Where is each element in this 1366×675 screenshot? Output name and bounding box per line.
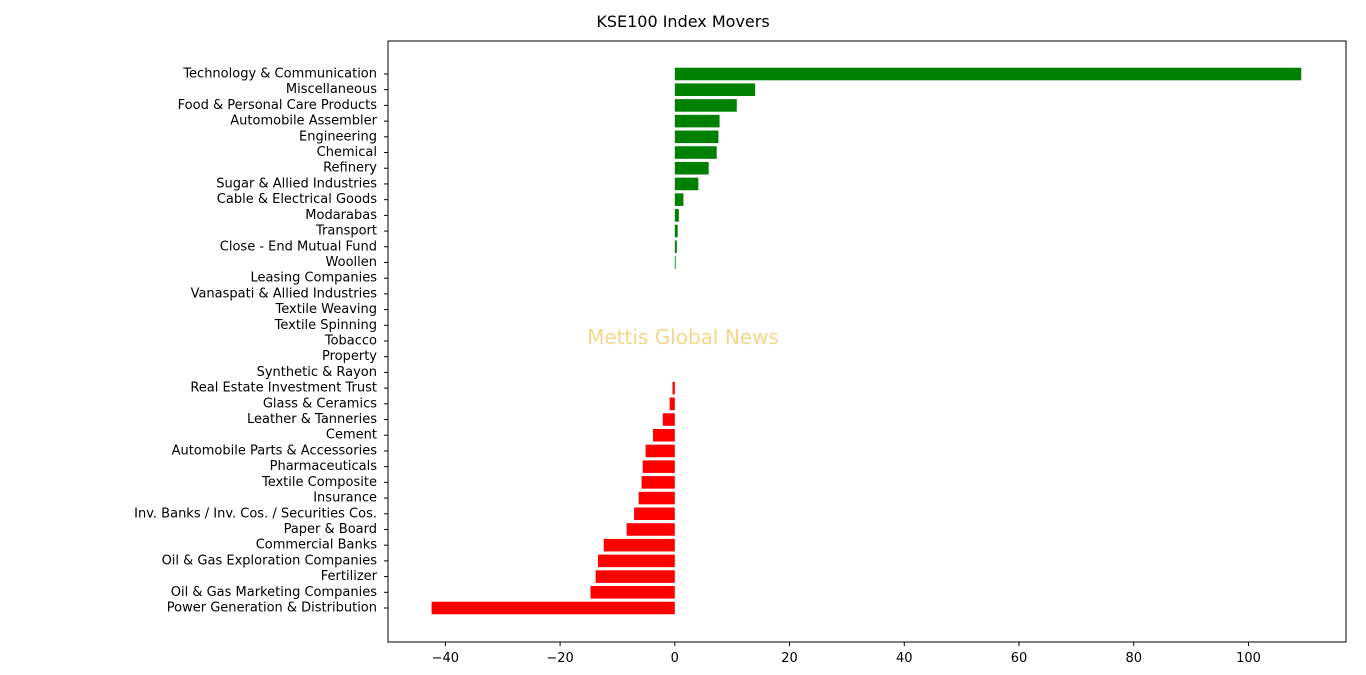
category-label: Textile Composite [261, 475, 377, 490]
category-label: Modarabas [305, 208, 377, 223]
category-label: Synthetic & Rayon [257, 365, 377, 380]
bar [674, 146, 717, 159]
x-axis-ticks: −40 −20 0 20 40 60 80 100 [432, 642, 1261, 666]
bar [603, 538, 675, 552]
category-label: Real Estate Investment Trust [190, 381, 377, 396]
category-label: Chemical [317, 145, 377, 160]
category-label: Property [322, 349, 377, 364]
bar [674, 99, 737, 112]
category-label: Glass & Ceramics [263, 396, 377, 411]
x-tick-label: 60 [1011, 651, 1028, 666]
category-label: Refinery [323, 161, 377, 176]
category-label: Oil & Gas Exploration Companies [162, 553, 378, 568]
category-label: Leasing Companies [250, 271, 377, 286]
plot-frame [387, 40, 1347, 643]
bar [669, 397, 675, 411]
bar [674, 209, 679, 222]
watermark-text: Mettis Global News [587, 325, 779, 349]
category-label: Food & Personal Care Products [178, 98, 378, 113]
x-tick-label: −40 [432, 651, 459, 666]
category-label: Engineering [299, 129, 377, 144]
bar [642, 460, 675, 473]
category-labels: Technology & CommunicationMiscellaneousF… [134, 67, 388, 616]
x-tick-label: 100 [1236, 651, 1261, 666]
category-label: Vanaspati & Allied Industries [191, 286, 378, 301]
x-tick-label: 20 [781, 651, 798, 666]
bar [641, 476, 675, 489]
bar [653, 428, 675, 442]
chart-title: KSE100 Index Movers [596, 12, 769, 31]
category-label: Close - End Mutual Fund [220, 239, 377, 254]
bar [674, 224, 678, 238]
category-label: Automobile Parts & Accessories [172, 443, 378, 458]
category-label: Sugar & Allied Industries [216, 176, 377, 191]
bar [674, 130, 719, 144]
category-label: Commercial Banks [256, 538, 378, 553]
bar [626, 523, 675, 536]
category-label: Textile Weaving [275, 302, 378, 317]
bar [674, 114, 720, 128]
category-label: Power Generation & Distribution [167, 601, 377, 616]
bar [638, 491, 675, 505]
bar [674, 256, 676, 269]
category-label: Cable & Electrical Goods [217, 192, 377, 207]
category-label: Paper & Board [284, 522, 377, 537]
category-label: Insurance [313, 491, 377, 506]
category-label: Technology & Communication [182, 67, 377, 82]
bar [634, 507, 675, 521]
category-label: Automobile Assembler [230, 114, 377, 129]
bar [674, 177, 699, 191]
category-label: Fertilizer [321, 569, 378, 584]
bar [662, 413, 675, 426]
bar [674, 240, 677, 254]
category-label: Textile Spinning [274, 318, 377, 333]
category-label: Cement [326, 428, 377, 443]
category-label: Pharmaceuticals [270, 459, 378, 474]
x-tick-label: 80 [1125, 651, 1142, 666]
bar [674, 193, 684, 206]
bar [672, 381, 675, 395]
bar [674, 67, 1302, 81]
category-label: Miscellaneous [286, 82, 377, 97]
category-label: Leather & Tanneries [247, 412, 377, 427]
bar [674, 161, 709, 175]
bar [674, 83, 756, 96]
category-label: Tobacco [324, 334, 377, 349]
bar [431, 601, 675, 615]
bar [595, 570, 675, 583]
bar [645, 444, 675, 458]
bar [590, 586, 675, 599]
category-label: Inv. Banks / Inv. Cos. / Securities Cos. [134, 506, 377, 521]
category-label: Transport [315, 224, 377, 239]
x-tick-label: 40 [896, 651, 913, 666]
category-label: Woollen [326, 255, 377, 270]
category-label: Oil & Gas Marketing Companies [171, 585, 377, 600]
x-tick-label: 0 [671, 651, 679, 666]
bar [597, 554, 675, 568]
bars-group [431, 67, 1302, 615]
x-tick-label: −20 [546, 651, 573, 666]
